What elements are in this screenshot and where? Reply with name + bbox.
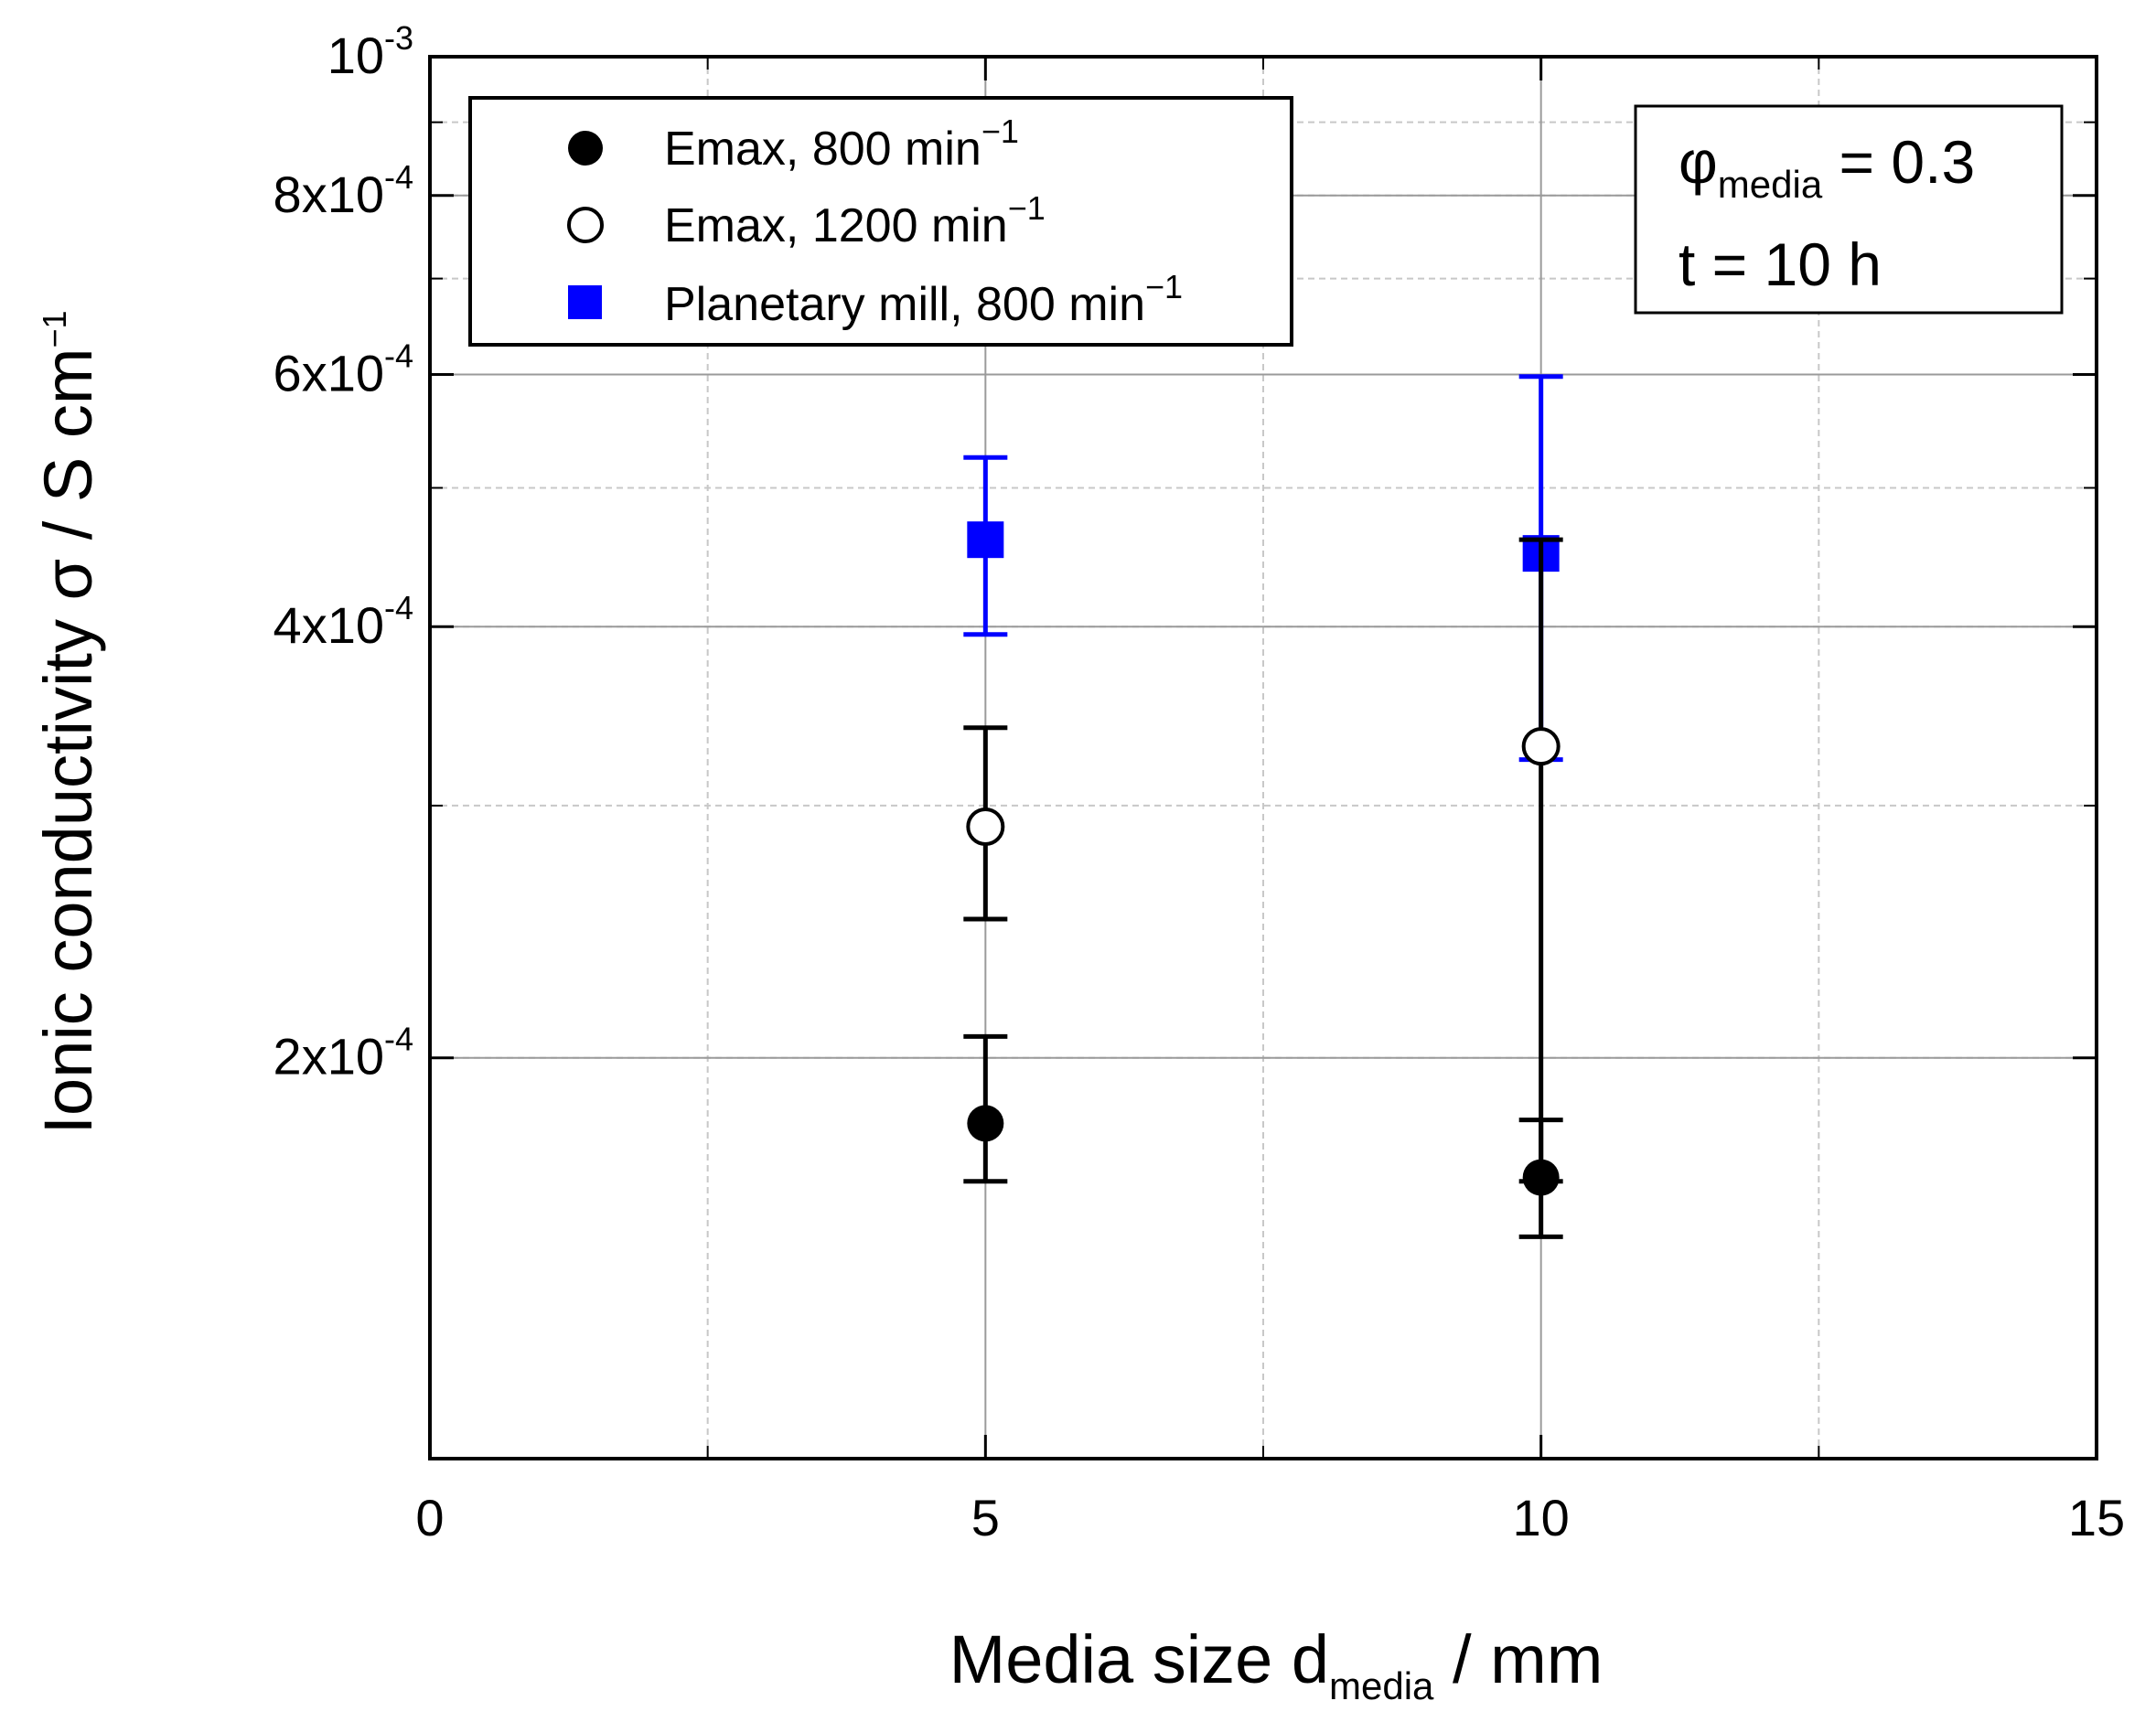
- x-axis-title: Media size dmedia / mm: [949, 1621, 1604, 1707]
- data-point: [1521, 727, 1561, 766]
- legend-marker-planetary: [568, 285, 602, 319]
- series-1: [963, 537, 1563, 1184]
- x-tick-label: 10: [1513, 1489, 1570, 1546]
- time-annotation: t = 10 h: [1679, 230, 1882, 298]
- condition-annotation: φmedia = 0.3 t = 10 h: [1634, 104, 2064, 315]
- x-tick-label: 0: [415, 1489, 444, 1546]
- legend-label-planetary: Planetary mill, 800 min−1: [664, 268, 1183, 331]
- x-tick-label: 15: [2068, 1489, 2125, 1546]
- x-tick-label: 5: [971, 1489, 1000, 1546]
- phi-annotation: φmedia = 0.3: [1679, 128, 1975, 206]
- series-0: [963, 1033, 1563, 1239]
- y-tick-label: 6x10-4: [274, 337, 413, 401]
- data-point: [967, 1105, 1004, 1142]
- legend-box: [468, 96, 1293, 347]
- annotation-box: [1634, 104, 2064, 315]
- y-tick-label: 8x10-4: [274, 158, 413, 223]
- data-point: [1522, 1159, 1560, 1196]
- data-point: [967, 521, 1004, 559]
- y-tick-label: 10-3: [327, 19, 413, 84]
- data-series: [963, 374, 1563, 1239]
- legend-label-emax-800: Emax, 800 min−1: [664, 112, 1019, 176]
- data-point: [966, 807, 1005, 846]
- legend-marker-emax-1200: [567, 207, 604, 243]
- y-axis-title: Ionic conductivity σ / S cm−1: [30, 310, 106, 1134]
- legend-label-emax-1200: Emax, 1200 min−1: [664, 189, 1046, 252]
- y-tick-label: 4x10-4: [274, 589, 413, 654]
- y-tick-label: 2x10-4: [274, 1021, 413, 1086]
- legend: Emax, 800 min−1 Emax, 1200 min−1 Planeta…: [468, 96, 1293, 347]
- ticks: 2x10-4 4x10-4 6x10-4 8x10-4 10-3 0 5 10 15: [274, 19, 2126, 1546]
- legend-marker-emax-800: [568, 131, 603, 166]
